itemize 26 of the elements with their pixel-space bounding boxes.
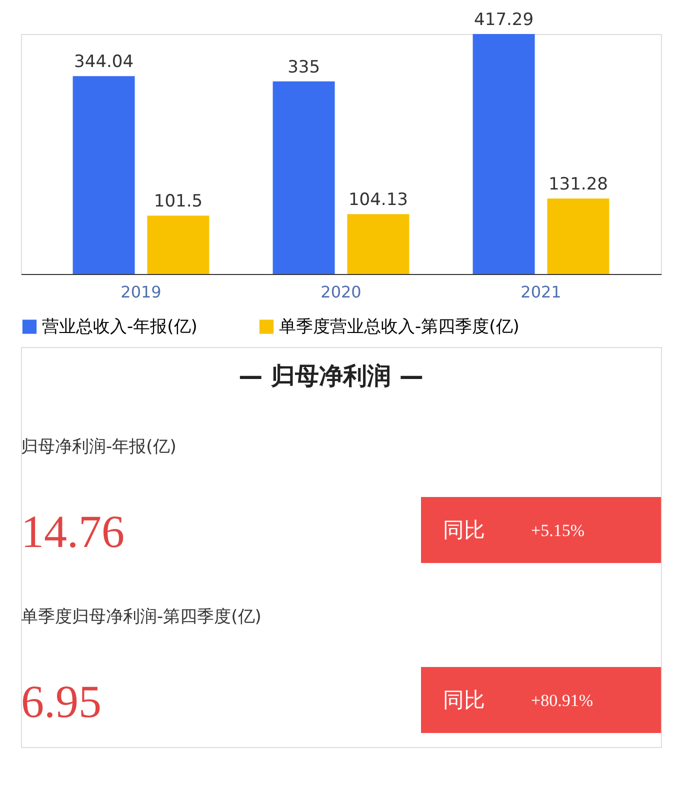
data-label: 417.29 [474, 10, 534, 30]
bar [147, 216, 210, 274]
text: 6.95 [21, 676, 102, 727]
text: +80.91% [531, 691, 593, 710]
data-label: 101.5 [154, 192, 203, 212]
text: 同比 [443, 518, 485, 542]
bar [272, 81, 335, 274]
legend-label: 单季度营业总收入-第四季度(亿) [279, 316, 520, 337]
text: — 归母净利润 — [238, 362, 424, 390]
data-label: 335 [288, 57, 320, 78]
text: 归母净利润-年报(亿) [21, 437, 176, 457]
data-label: 344.04 [74, 52, 134, 72]
text: 单季度归母净利润-第四季度(亿) [21, 607, 262, 627]
bar [347, 214, 410, 274]
x-tick-label: 2021 [520, 282, 562, 302]
x-tick-label: 2019 [120, 282, 162, 302]
text: 同比 [443, 688, 485, 712]
x-tick-label: 2020 [320, 282, 362, 302]
data-label: 131.28 [548, 174, 608, 194]
data-label: 104.13 [348, 190, 408, 210]
bar [547, 198, 610, 274]
legend-label: 营业总收入-年报(亿) [42, 316, 198, 337]
text: +5.15% [531, 521, 584, 540]
bar [72, 76, 135, 274]
bar [472, 34, 535, 274]
text: 14.76 [21, 506, 124, 557]
